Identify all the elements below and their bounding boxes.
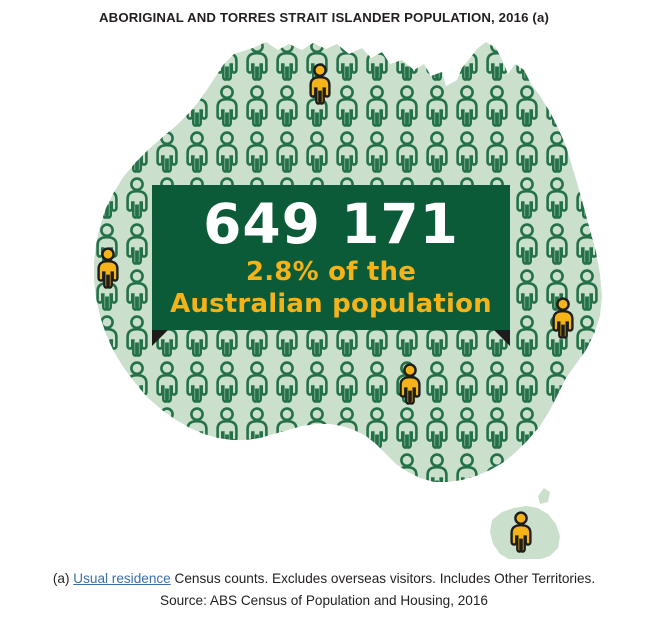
highlight-icon-sa xyxy=(399,363,421,405)
map-svg xyxy=(94,42,602,559)
highlight-icon-nt xyxy=(309,63,331,105)
footnote-a: (a) Usual residence Census counts. Exclu… xyxy=(0,568,648,590)
australia-pictogram-map: 649 171 2.8% of the Australian populatio… xyxy=(10,34,638,559)
footnote-rest: Census counts. Excludes overseas visitor… xyxy=(170,571,596,586)
callout-tail-right xyxy=(494,330,510,346)
population-count: 649 171 xyxy=(203,192,459,256)
source-note: Source: ABS Census of Population and Hou… xyxy=(160,593,488,608)
highlight-icon-nsw xyxy=(552,297,574,339)
population-share-line-1: 2.8% of the xyxy=(245,257,417,287)
population-share-line-2: Australian population xyxy=(170,289,492,319)
usual-residence-link[interactable]: Usual residence xyxy=(73,571,171,586)
highlight-icon-wa xyxy=(97,247,119,289)
population-callout: 649 171 2.8% of the Australian populatio… xyxy=(152,185,510,330)
footnote-prefix: (a) xyxy=(52,571,74,586)
footnotes: (a) Usual residence Census counts. Exclu… xyxy=(0,568,648,612)
page-title: ABORIGINAL AND TORRES STRAIT ISLANDER PO… xyxy=(98,10,550,25)
callout-tail-left xyxy=(152,330,168,346)
tasmania-pictogram xyxy=(510,511,532,553)
